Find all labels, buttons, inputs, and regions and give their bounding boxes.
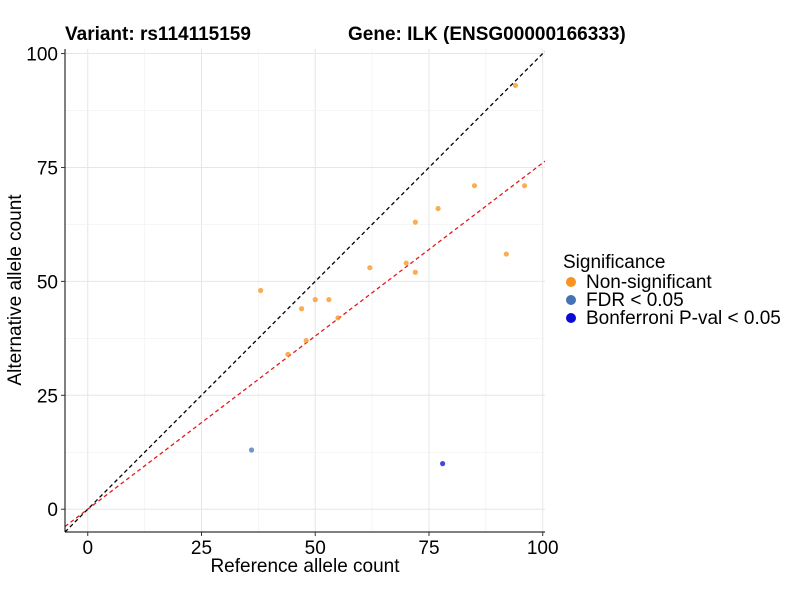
data-point: [412, 269, 418, 275]
gene-title: Gene: ILK (ENSG00000166333): [348, 24, 626, 45]
y-tick-label: 100: [26, 45, 58, 66]
legend-swatch: [566, 295, 576, 305]
grid-lines: [65, 49, 545, 532]
data-point: [503, 251, 509, 257]
axes: [61, 49, 545, 536]
y-tick-label: 25: [37, 386, 58, 407]
legend: Significance Non-significant FDR < 0.05 …: [563, 252, 781, 329]
legend-title: Significance: [563, 252, 666, 273]
legend-item-fdr: FDR < 0.05: [563, 289, 781, 311]
x-tick-label: 75: [418, 538, 439, 559]
x-tick-label: 25: [191, 538, 212, 559]
data-point: [248, 447, 255, 453]
data-point: [512, 82, 519, 89]
data-point: [471, 183, 478, 189]
tick-labels: 0 25 50 75 100 0 25 50 75 100: [26, 45, 558, 559]
reference-line: [65, 160, 545, 528]
x-axis-label: Reference allele count: [210, 556, 400, 577]
legend-item-bonferroni: Bonferroni P-val < 0.05: [563, 307, 781, 329]
legend-item-non-significant: Non-significant: [563, 271, 781, 293]
data-point: [312, 297, 318, 303]
data-points: [248, 82, 528, 467]
x-tick-label: 100: [527, 538, 559, 559]
y-axis-label: Alternative allele count: [5, 194, 26, 386]
data-point: [298, 306, 305, 312]
reference-line: [65, 50, 545, 532]
data-point: [412, 219, 418, 225]
data-point: [335, 315, 341, 321]
reference-lines: [65, 50, 545, 532]
legend-swatch: [566, 277, 576, 287]
legend-label: Bonferroni P-val < 0.05: [586, 307, 781, 329]
legend-label: FDR < 0.05: [586, 289, 684, 311]
data-point: [303, 338, 309, 344]
data-point: [285, 351, 291, 357]
variant-title: Variant: rs114115159: [65, 24, 251, 45]
data-point: [367, 265, 373, 271]
x-tick-label: 0: [82, 538, 93, 559]
data-point: [440, 461, 446, 467]
data-point: [258, 287, 264, 294]
y-tick-label: 50: [37, 272, 58, 293]
y-tick-label: 75: [37, 158, 58, 179]
legend-label: Non-significant: [586, 271, 712, 293]
x-tick-label: 50: [305, 538, 326, 559]
data-point: [521, 183, 528, 189]
legend-swatch: [566, 313, 576, 323]
data-point: [403, 260, 409, 266]
y-tick-label: 0: [47, 500, 58, 521]
data-point: [326, 297, 332, 303]
data-point: [435, 205, 441, 212]
